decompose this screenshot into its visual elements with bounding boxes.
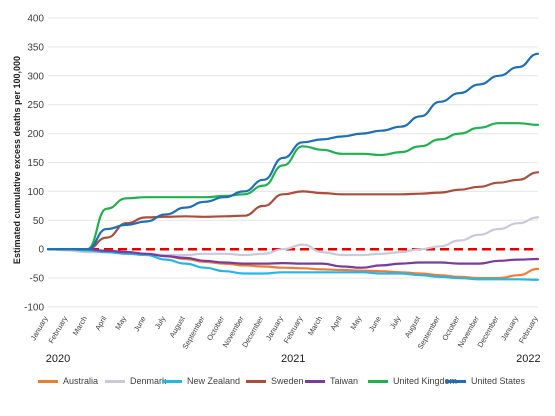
x-tick-label: January — [29, 314, 50, 342]
x-tick-label: June — [367, 315, 383, 334]
y-tick-label: 350 — [27, 42, 44, 53]
series-line-united-states — [46, 52, 540, 251]
x-tick-label: October — [440, 314, 461, 342]
legend-item: Denmark — [105, 376, 167, 386]
legend-item: Australia — [38, 376, 98, 386]
legend-label: Sweden — [271, 376, 304, 386]
legend-label: Taiwan — [330, 376, 359, 386]
legend-item: Taiwan — [305, 376, 358, 386]
x-tick-label: April — [93, 314, 108, 332]
year-label: 2020 — [46, 353, 70, 365]
y-tick-label: 150 — [27, 158, 44, 169]
y-axis-label: Estimated cumulative excess deaths per 1… — [12, 56, 22, 264]
x-tick-label: June — [132, 315, 148, 334]
x-tick-label: July — [388, 314, 403, 330]
x-tick-label: May — [113, 314, 128, 331]
legend-swatch — [105, 379, 125, 383]
x-tick-label: October — [205, 314, 226, 342]
x-tick-label: April — [328, 314, 343, 332]
series-line-sweden — [46, 171, 540, 251]
x-tick-label: May — [348, 314, 363, 331]
y-tick-label: 200 — [27, 129, 44, 140]
legend-label: Denmark — [130, 376, 167, 386]
y-tick-label: -50 — [30, 274, 45, 285]
legend-label: New Zealand — [187, 376, 241, 386]
legend-swatch — [368, 379, 388, 383]
x-tick-label: August — [403, 314, 423, 340]
y-tick-label: 0 — [38, 245, 44, 256]
series-lines — [46, 52, 540, 281]
y-gridlines — [48, 17, 538, 308]
y-tick-label: 250 — [27, 100, 44, 111]
y-tick-label: -100 — [24, 303, 44, 314]
legend-label: United Kingdom — [393, 376, 458, 386]
y-tick-label: 400 — [27, 14, 44, 25]
y-axis-ticks: -100 -50 0 50 100 150 200 250 300 350 400 — [24, 14, 44, 314]
legend-item: United Kingdom — [368, 376, 457, 386]
x-tick-label: July — [153, 314, 168, 330]
legend-label: United States — [471, 376, 526, 386]
legend-swatch — [305, 379, 325, 383]
chart-legend: Australia Denmark New Zealand Sweden Taiwan U… — [0, 376, 555, 396]
y-tick-label: 300 — [27, 71, 44, 82]
legend-swatch — [446, 379, 466, 383]
x-tick-label: March — [71, 315, 89, 338]
legend-swatch — [246, 379, 266, 383]
legend-item: New Zealand — [162, 376, 240, 386]
x-tick-label: February — [282, 314, 305, 345]
x-tick-label: March — [306, 315, 324, 338]
series-line-united-kingdom — [46, 122, 540, 251]
x-tick-label: February — [47, 314, 70, 345]
year-label: 2021 — [281, 353, 305, 365]
legend-item: United States — [446, 376, 525, 386]
legend-item: Sweden — [246, 376, 304, 386]
x-tick-label: January — [499, 314, 520, 342]
x-tick-label: February — [517, 314, 540, 345]
series-line-taiwan — [46, 248, 540, 269]
legend-swatch — [38, 379, 58, 383]
year-label: 2022 — [516, 353, 540, 365]
year-labels: 2020 2021 2022 — [46, 353, 541, 365]
legend-swatch — [162, 379, 182, 383]
x-tick-label: August — [167, 314, 187, 340]
x-tick-label: January — [264, 314, 285, 342]
legend-label: Australia — [63, 376, 99, 386]
series-line-new-zealand — [46, 248, 540, 281]
y-tick-label: 50 — [33, 216, 45, 227]
y-tick-label: 100 — [27, 187, 44, 198]
